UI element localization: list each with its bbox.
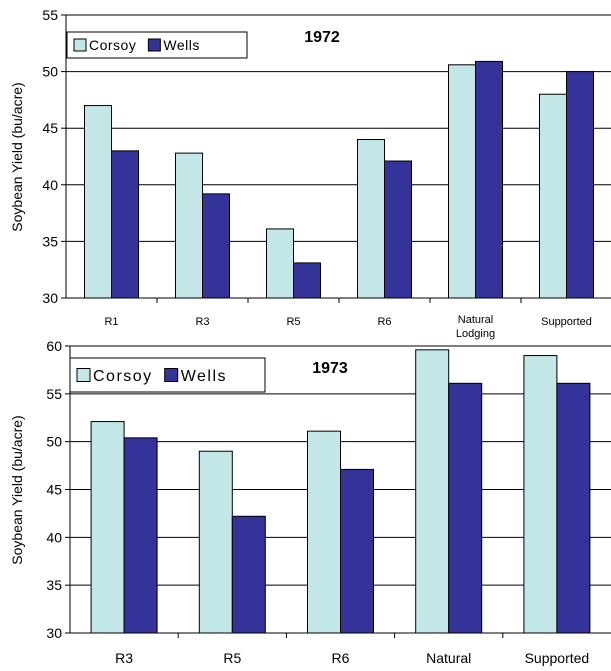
legend-label-corsoy: Corsoy [89, 37, 136, 53]
y-axis-label: Soybean Yield (bu/acre) [9, 415, 25, 564]
x-tick-label: Supported [525, 650, 590, 666]
y-tick-label: 45 [46, 482, 62, 498]
legend-swatch-corsoy [73, 38, 87, 52]
y-tick-label: 40 [42, 177, 58, 193]
legend-swatch-wells [147, 38, 161, 52]
bar-corsoy [307, 430, 341, 634]
legend-label-corsoy: Corsoy [93, 368, 153, 385]
y-tick-label: 30 [46, 625, 62, 641]
x-tick-label: R3 [115, 650, 133, 666]
bar-corsoy [539, 93, 567, 299]
legend-swatch-corsoy [76, 368, 91, 382]
bar-wells [475, 60, 503, 299]
bar-corsoy [448, 64, 476, 299]
x-tick-label: R5 [223, 650, 241, 666]
x-tick-label: R6 [377, 316, 391, 328]
y-axis-label: Soybean Yield (bu/acre) [9, 82, 25, 231]
bar-wells [384, 160, 412, 299]
y-tick-label: 35 [46, 577, 62, 593]
bar-wells [231, 515, 266, 634]
bar-corsoy [415, 349, 450, 634]
y-tick-label: 50 [46, 434, 62, 450]
bar-corsoy [357, 139, 385, 299]
y-tick-label: 45 [42, 120, 58, 136]
x-tick-label: R3 [195, 316, 209, 328]
legend: Corsoy Wells [66, 31, 248, 59]
bar-corsoy [523, 355, 558, 634]
bar-wells [293, 262, 321, 299]
chart-title: 1973 [312, 360, 348, 377]
y-tick-label: 50 [42, 64, 58, 80]
bar-wells [111, 150, 139, 299]
legend-label-wells: Wells [163, 37, 199, 53]
bar-corsoy [198, 450, 233, 634]
legend-label-wells: Wells [181, 368, 227, 385]
chart-1: 30 35 40 45 50 55 R1 R3 R5 R6 Natural Lodging Suppor… [9, 7, 611, 340]
bar-corsoy [90, 421, 125, 634]
bar-wells [556, 382, 591, 634]
legend: Corsoy Wells [69, 357, 266, 393]
bar-wells [448, 382, 483, 634]
x-tick-label: Supported [541, 316, 592, 328]
y-tick-label: 55 [42, 7, 58, 23]
x-tick-label: R6 [332, 650, 350, 666]
bar-wells [340, 468, 374, 634]
y-tick-label: 30 [42, 290, 58, 306]
bar-corsoy [84, 105, 112, 299]
y-tick-label: 35 [42, 233, 58, 249]
x-tick-label: Lodging [456, 328, 495, 340]
chart-2: 30 35 40 45 50 55 60 R3 R5 R6 Natural Supported Soyb… [9, 338, 611, 666]
bar-wells [123, 437, 158, 634]
x-tick-label: Natural [458, 314, 493, 326]
bar-wells [566, 71, 594, 299]
x-tick-label: Natural [426, 650, 471, 666]
bar-corsoy [175, 152, 203, 299]
bar-corsoy [266, 228, 294, 299]
y-tick-label: 55 [46, 386, 62, 402]
x-tick-label: R5 [286, 316, 300, 328]
legend-swatch-wells [164, 368, 179, 382]
x-tick-label: R1 [104, 316, 118, 328]
y-tick-label: 40 [46, 529, 62, 545]
bar-wells [202, 193, 230, 299]
y-tick-label: 60 [46, 338, 62, 354]
chart-title: 1972 [304, 29, 340, 46]
